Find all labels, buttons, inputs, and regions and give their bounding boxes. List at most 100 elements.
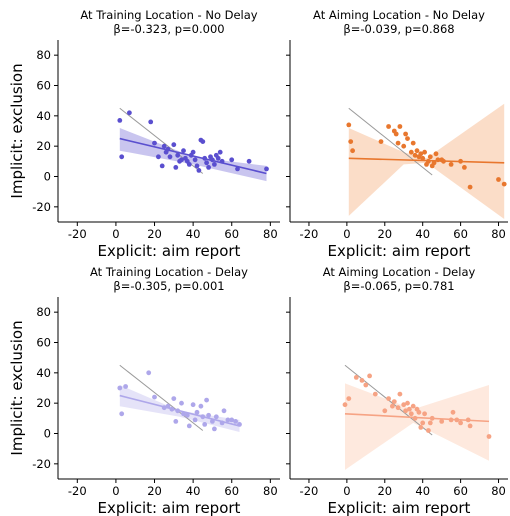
data-point	[350, 148, 355, 154]
x-tick-label: 80	[491, 484, 506, 498]
data-point	[418, 425, 424, 430]
data-point	[202, 422, 208, 427]
data-point	[378, 139, 384, 145]
data-point	[408, 411, 414, 417]
x-tick-label: 40	[415, 227, 430, 241]
data-point	[414, 148, 420, 154]
data-point	[159, 163, 165, 169]
x-tick-label: 40	[186, 227, 201, 241]
panel-title: At Aiming Location - Delay	[323, 265, 476, 279]
data-point	[213, 414, 219, 420]
y-tick-label: 20	[36, 139, 51, 153]
x-tick-label: 20	[377, 227, 392, 241]
regression-line	[119, 137, 267, 175]
data-point	[405, 400, 410, 406]
data-point	[192, 157, 198, 163]
data-point	[422, 411, 427, 417]
y-tick-label: -20	[32, 457, 51, 471]
data-point	[342, 402, 348, 408]
x-tick-label: 20	[147, 227, 162, 241]
data-point	[467, 423, 473, 429]
data-point	[194, 163, 200, 169]
data-point	[190, 402, 196, 408]
x-tick-label: 60	[453, 227, 468, 241]
x-tick-label: 60	[453, 484, 468, 498]
panel-1: -20 0 20 40 60 80 -20 0 20 40 60 80 At Training Loca…	[8, 8, 280, 260]
x-tick-label: 40	[415, 484, 430, 498]
data-point	[221, 408, 227, 414]
data-point	[346, 122, 352, 128]
data-point	[186, 423, 192, 429]
data-point	[416, 409, 422, 415]
panel-subtitle: β=-0.065, p=0.781	[343, 279, 454, 293]
data-point	[397, 391, 403, 397]
data-point	[217, 149, 223, 155]
panel-title: At Training Location - No Delay	[80, 8, 257, 22]
x-tick-label: 0	[343, 484, 350, 498]
data-point	[395, 140, 401, 146]
data-point	[175, 152, 181, 158]
data-point	[173, 165, 179, 170]
panel-4: -20 0 20 40 60 80 At Aiming Location - Delayβ=…	[286, 265, 508, 516]
data-point	[401, 143, 407, 149]
data-point	[204, 397, 210, 403]
y-tick-label: 0	[44, 427, 51, 441]
data-point	[386, 124, 391, 129]
data-point	[348, 139, 354, 145]
data-point	[246, 158, 252, 164]
reference-line	[348, 107, 433, 176]
y-axis-label: Implicit: exclusion	[8, 63, 26, 198]
data-point	[212, 426, 217, 432]
data-point	[433, 151, 439, 157]
data-point	[186, 162, 192, 167]
y-tick-label: 20	[36, 396, 51, 410]
data-point	[146, 370, 152, 376]
panel-3: -20 0 20 40 60 80 -20 0 20 40 60 80 At Training Loca…	[8, 265, 280, 516]
data-point	[353, 375, 359, 380]
data-point	[450, 409, 456, 415]
regression-line	[344, 412, 490, 423]
data-point	[467, 184, 473, 190]
data-point	[192, 417, 198, 423]
x-tick-label: 80	[263, 484, 278, 498]
x-tick-label: -20	[68, 484, 87, 498]
data-point	[184, 412, 190, 418]
data-point	[407, 406, 412, 412]
data-point	[486, 434, 492, 439]
x-tick-label: 60	[224, 484, 239, 498]
y-tick-label: 60	[36, 336, 51, 350]
x-axis-label: Explicit: aim report	[328, 499, 471, 516]
data-point	[200, 139, 206, 145]
x-tick-label: 0	[112, 484, 119, 498]
x-tick-label: 60	[224, 227, 239, 241]
y-tick-label: 40	[36, 366, 51, 380]
x-tick-label: 80	[263, 227, 278, 241]
data-point	[152, 394, 157, 400]
data-point	[194, 409, 200, 415]
data-point	[198, 403, 204, 409]
data-point	[401, 402, 407, 408]
data-point	[367, 373, 372, 379]
x-axis-label: Explicit: aim report	[98, 499, 241, 516]
x-tick-label: -20	[300, 227, 319, 241]
x-tick-label: 0	[343, 227, 350, 241]
data-point	[225, 417, 231, 423]
data-point	[171, 396, 177, 401]
data-point	[410, 140, 416, 146]
data-point	[391, 399, 397, 404]
x-axis-label: Explicit: aim report	[98, 242, 241, 260]
y-tick-label: 60	[36, 79, 51, 93]
x-tick-label: 20	[377, 484, 392, 498]
data-point	[181, 148, 186, 154]
data-point	[126, 110, 132, 116]
data-point	[363, 382, 369, 388]
data-point	[422, 149, 427, 155]
data-point	[403, 408, 408, 414]
x-tick-label: 80	[491, 227, 506, 241]
y-tick-label: 80	[36, 305, 51, 319]
data-point	[206, 165, 212, 170]
data-point	[439, 419, 445, 424]
data-point	[501, 181, 507, 187]
y-tick-label: 40	[36, 109, 51, 123]
